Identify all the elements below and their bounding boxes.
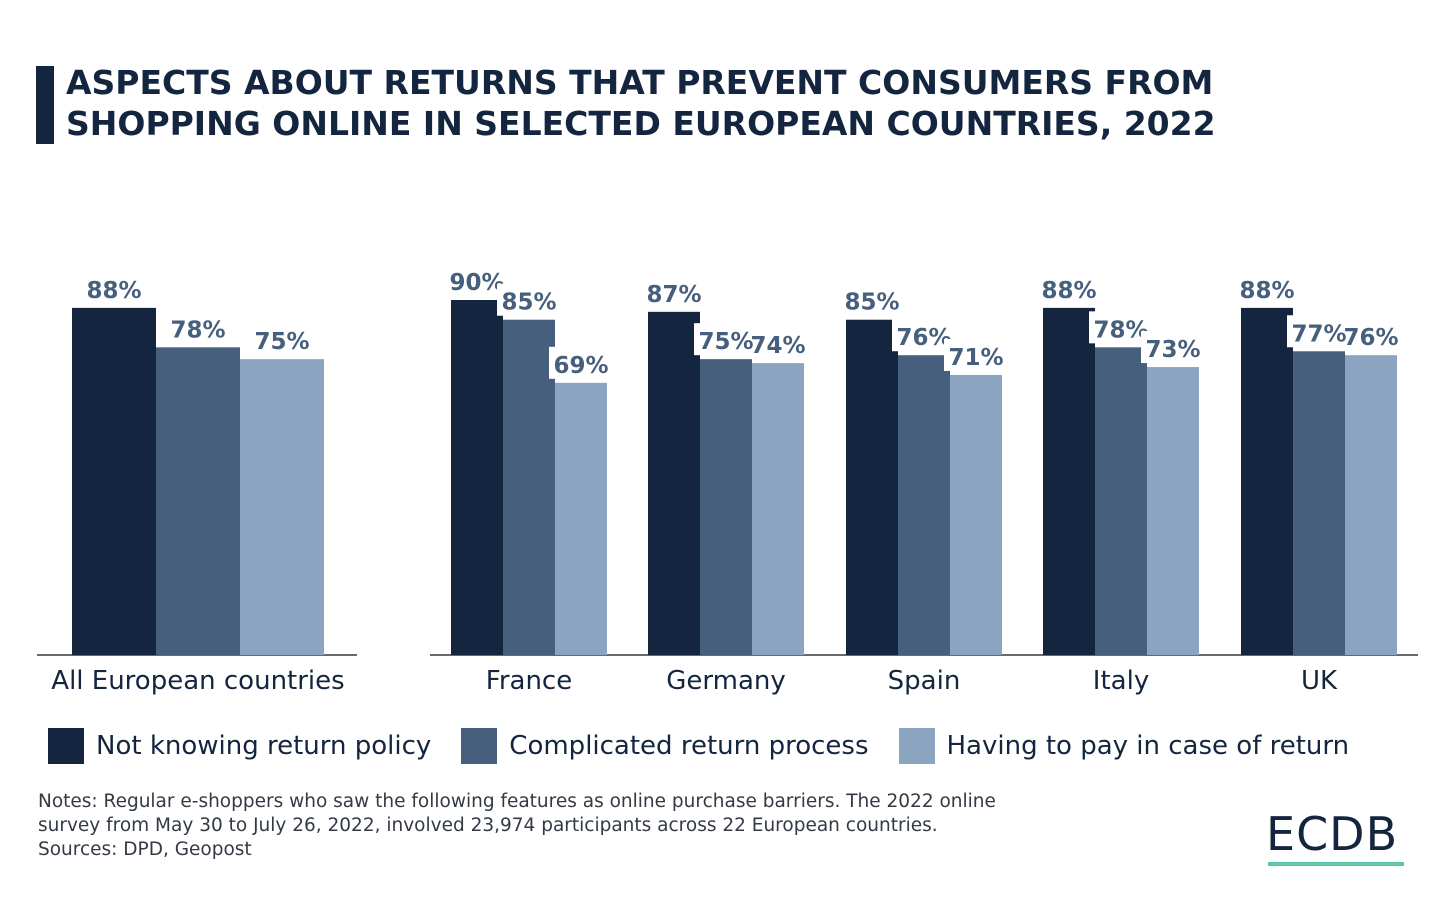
bar-spain-series-3	[950, 374, 1002, 655]
category-label-germany: Germany	[666, 666, 786, 696]
value-label-spain-series-3: 71%	[948, 345, 1003, 371]
bar-all-european-countries-series-3	[240, 359, 324, 655]
legend-swatch-complicated	[461, 728, 498, 764]
notes: Notes: Regular e-shoppers who saw the fo…	[38, 790, 1158, 862]
value-label-bg	[694, 323, 758, 356]
legend-item-not-knowing: Not knowing return policy	[48, 728, 431, 764]
ecdb-logo: ECDB	[1266, 807, 1399, 861]
bar-france-series-2	[503, 319, 555, 655]
value-label-uk-series-1: 88%	[1239, 278, 1294, 304]
bar-uk-series-3	[1345, 355, 1397, 655]
bar-all-european-countries-series-2	[156, 347, 240, 655]
legend-item-complicated: Complicated return process	[461, 728, 869, 764]
bar-france-series-3	[555, 382, 607, 655]
value-label-all-european-countries-series-2: 78%	[170, 317, 225, 343]
category-label-france: France	[486, 666, 572, 696]
value-label-italy-series-2: 78%	[1093, 317, 1148, 343]
bar-italy-series-2	[1095, 347, 1147, 655]
title-accent-bar	[36, 66, 54, 144]
chart-title: ASPECTS ABOUT RETURNS THAT PREVENT CONSU…	[66, 62, 1406, 144]
bar-italy-series-1	[1043, 307, 1095, 655]
notes-line-3: Sources: DPD, Geopost	[38, 839, 252, 860]
chart-title-line-1: ASPECTS ABOUT RETURNS THAT PREVENT CONSU…	[66, 63, 1214, 102]
legend-swatch-pay	[898, 728, 935, 764]
bar-germany-series-1	[648, 311, 700, 655]
value-label-all-european-countries-series-3: 75%	[254, 329, 309, 355]
value-label-all-european-countries-series-1: 88%	[86, 278, 141, 304]
value-label-germany-series-3: 74%	[750, 333, 805, 359]
legend-label-pay: Having to pay in case of return	[946, 731, 1350, 761]
value-label-spain-series-1: 85%	[844, 290, 899, 316]
value-label-france-series-1: 90%	[449, 270, 504, 296]
value-label-bg	[549, 346, 613, 379]
bar-france-series-1	[451, 300, 503, 655]
category-label-italy: Italy	[1093, 666, 1149, 696]
legend: Not knowing return policy Complicated re…	[48, 728, 1379, 764]
legend-label-not-knowing: Not knowing return policy	[96, 731, 432, 761]
category-label-uk: UK	[1301, 666, 1338, 696]
value-label-uk-series-2: 77%	[1291, 321, 1346, 347]
value-label-italy-series-3: 73%	[1145, 337, 1200, 363]
bar-uk-series-2	[1293, 351, 1345, 655]
bar-spain-series-1	[846, 319, 898, 655]
value-label-germany-series-1: 87%	[646, 282, 701, 308]
legend-swatch-not-knowing	[48, 728, 84, 764]
bar-italy-series-3	[1147, 367, 1199, 655]
value-label-france-series-3: 69%	[553, 353, 608, 379]
bar-spain-series-2	[898, 355, 950, 655]
category-label-all-european-countries: All European countries	[51, 666, 344, 696]
legend-item-pay: Having to pay in case of return	[898, 728, 1350, 764]
logo-underline	[1268, 862, 1404, 866]
value-label-france-series-2: 85%	[501, 290, 556, 316]
legend-label-complicated: Complicated return process	[509, 731, 869, 761]
notes-line-2: survey from May 30 to July 26, 2022, inv…	[38, 815, 938, 836]
value-label-bg	[944, 338, 1008, 371]
value-label-bg	[250, 323, 314, 356]
value-label-italy-series-1: 88%	[1041, 278, 1096, 304]
category-label-spain: Spain	[888, 666, 961, 696]
chart-title-line-2: SHOPPING ONLINE IN SELECTED EUROPEAN COU…	[66, 104, 1216, 143]
value-label-germany-series-2: 75%	[698, 329, 753, 355]
value-label-bg	[497, 283, 561, 316]
bar-germany-series-2	[700, 359, 752, 655]
value-label-bg	[1141, 331, 1205, 364]
bar-uk-series-1	[1241, 307, 1293, 655]
value-label-bg	[1287, 315, 1351, 348]
bar-germany-series-3	[752, 363, 804, 655]
notes-line-1: Notes: Regular e-shoppers who saw the fo…	[38, 791, 996, 812]
value-label-bg	[166, 311, 230, 344]
value-label-spain-series-2: 76%	[896, 325, 951, 351]
value-label-uk-series-3: 76%	[1343, 325, 1398, 351]
bar-all-european-countries-series-1	[72, 307, 156, 655]
